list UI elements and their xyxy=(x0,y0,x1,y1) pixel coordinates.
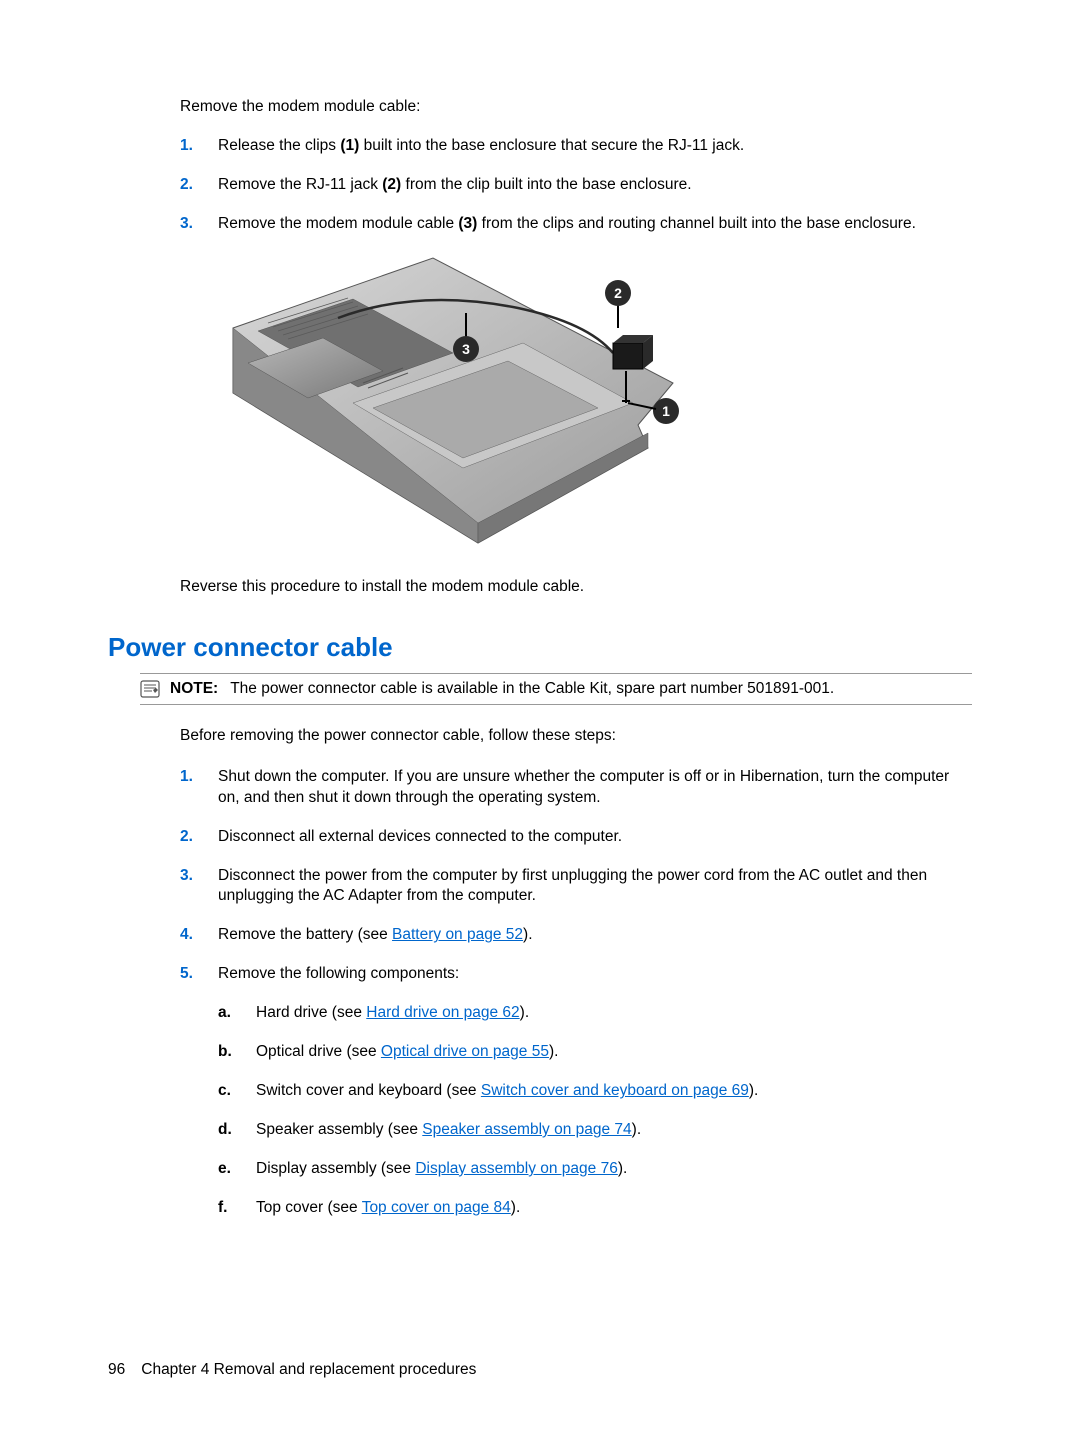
sub-post: ). xyxy=(520,1004,529,1021)
sublist-item: c. Switch cover and keyboard (see Switch… xyxy=(218,1081,972,1102)
sublist-item: f. Top cover (see Top cover on page 84). xyxy=(218,1198,972,1219)
step-text: Disconnect the power from the computer b… xyxy=(218,866,972,908)
list-item: 2. Disconnect all external devices conne… xyxy=(180,827,972,848)
list-item: 1. Shut down the computer. If you are un… xyxy=(180,767,972,809)
text-pre: Remove the RJ-11 jack xyxy=(218,176,382,193)
power-connector-heading: Power connector cable xyxy=(108,632,972,663)
modem-cable-steps: 1. Release the clips (1) built into the … xyxy=(180,136,972,235)
section1-reverse: Reverse this procedure to install the mo… xyxy=(180,578,972,596)
note-label: NOTE: xyxy=(170,680,218,698)
svg-text:1: 1 xyxy=(662,403,670,419)
text-pre: Release the clips xyxy=(218,137,340,154)
text-bold: (1) xyxy=(340,137,359,154)
step-marker: 2. xyxy=(180,827,218,848)
sub-pre: Display assembly (see xyxy=(256,1160,415,1177)
step5-text: Remove the following components: xyxy=(218,965,459,982)
sub-marker: a. xyxy=(218,1003,256,1024)
components-sublist: a. Hard drive (see Hard drive on page 62… xyxy=(218,1003,972,1219)
svg-text:2: 2 xyxy=(614,285,622,301)
text-bold: (2) xyxy=(382,176,401,193)
link-display-assembly[interactable]: Display assembly on page 76 xyxy=(415,1160,617,1177)
list-item: 4. Remove the battery (see Battery on pa… xyxy=(180,925,972,946)
sub-marker: c. xyxy=(218,1081,256,1102)
sub-text: Display assembly (see Display assembly o… xyxy=(256,1159,627,1180)
step-marker: 4. xyxy=(180,925,218,946)
sub-post: ). xyxy=(618,1160,627,1177)
laptop-base-illustration: 1 2 3 xyxy=(218,253,683,549)
step-text: Remove the following components: a. Hard… xyxy=(218,964,972,1236)
text-post: from the clip built into the base enclos… xyxy=(401,176,691,193)
step-text: Disconnect all external devices connecte… xyxy=(218,827,972,848)
sub-post: ). xyxy=(632,1121,641,1138)
sub-post: ). xyxy=(511,1199,520,1216)
page-container: Remove the modem module cable: 1. Releas… xyxy=(0,0,1080,1305)
sub-pre: Switch cover and keyboard (see xyxy=(256,1082,481,1099)
note-icon xyxy=(140,680,160,698)
sublist-item: e. Display assembly (see Display assembl… xyxy=(218,1159,972,1180)
note-text: The power connector cable is available i… xyxy=(230,680,834,698)
sub-marker: b. xyxy=(218,1042,256,1063)
sub-text: Speaker assembly (see Speaker assembly o… xyxy=(256,1120,641,1141)
sub-text: Optical drive (see Optical drive on page… xyxy=(256,1042,558,1063)
list-item: 2. Remove the RJ-11 jack (2) from the cl… xyxy=(180,175,972,196)
list-item: 3. Disconnect the power from the compute… xyxy=(180,866,972,908)
sub-marker: f. xyxy=(218,1198,256,1219)
link-battery[interactable]: Battery on page 52 xyxy=(392,926,523,943)
step-marker: 1. xyxy=(180,136,218,157)
list-item: 5. Remove the following components: a. H… xyxy=(180,964,972,1236)
text-bold: (3) xyxy=(458,215,477,232)
sub-post: ). xyxy=(749,1082,758,1099)
step-text: Remove the modem module cable (3) from t… xyxy=(218,214,972,235)
sub-text: Switch cover and keyboard (see Switch co… xyxy=(256,1081,758,1102)
section1-intro: Remove the modem module cable: xyxy=(180,98,972,116)
step-marker: 2. xyxy=(180,175,218,196)
sub-pre: Top cover (see xyxy=(256,1199,362,1216)
page-number: 96 xyxy=(108,1361,125,1378)
chapter-label: Chapter 4 Removal and replacement proced… xyxy=(141,1361,476,1378)
list-item: 1. Release the clips (1) built into the … xyxy=(180,136,972,157)
sub-text: Top cover (see Top cover on page 84). xyxy=(256,1198,520,1219)
link-hard-drive[interactable]: Hard drive on page 62 xyxy=(366,1004,519,1021)
step-marker: 3. xyxy=(180,214,218,235)
sub-marker: e. xyxy=(218,1159,256,1180)
sub-pre: Hard drive (see xyxy=(256,1004,366,1021)
step-text: Release the clips (1) built into the bas… xyxy=(218,136,972,157)
step-text: Remove the battery (see Battery on page … xyxy=(218,925,972,946)
list-item: 3. Remove the modem module cable (3) fro… xyxy=(180,214,972,235)
link-speaker-assembly[interactable]: Speaker assembly on page 74 xyxy=(422,1121,631,1138)
sub-pre: Optical drive (see xyxy=(256,1043,381,1060)
text-post: from the clips and routing channel built… xyxy=(477,215,916,232)
step-marker: 3. xyxy=(180,866,218,908)
step-marker: 5. xyxy=(180,964,218,1236)
section2-content: Before removing the power connector cabl… xyxy=(180,727,972,1237)
figure-modem-cable: 1 2 3 xyxy=(218,253,972,554)
note-box: NOTE: The power connector cable is avail… xyxy=(140,673,972,705)
sub-text: Hard drive (see Hard drive on page 62). xyxy=(256,1003,529,1024)
svg-text:3: 3 xyxy=(462,341,470,357)
sublist-item: a. Hard drive (see Hard drive on page 62… xyxy=(218,1003,972,1024)
sub-post: ). xyxy=(549,1043,558,1060)
sublist-item: b. Optical drive (see Optical drive on p… xyxy=(218,1042,972,1063)
step-text: Remove the RJ-11 jack (2) from the clip … xyxy=(218,175,972,196)
page-footer: 96 Chapter 4 Removal and replacement proc… xyxy=(108,1361,476,1379)
step-marker: 1. xyxy=(180,767,218,809)
sub-marker: d. xyxy=(218,1120,256,1141)
sublist-item: d. Speaker assembly (see Speaker assembl… xyxy=(218,1120,972,1141)
text-pre: Remove the modem module cable xyxy=(218,215,458,232)
content-area: Remove the modem module cable: 1. Releas… xyxy=(180,98,972,596)
power-cable-steps: 1. Shut down the computer. If you are un… xyxy=(180,767,972,1237)
step-text: Shut down the computer. If you are unsur… xyxy=(218,767,972,809)
link-optical-drive[interactable]: Optical drive on page 55 xyxy=(381,1043,549,1060)
sub-pre: Speaker assembly (see xyxy=(256,1121,422,1138)
text-pre: Remove the battery (see xyxy=(218,926,392,943)
text-post: built into the base enclosure that secur… xyxy=(359,137,744,154)
link-switch-cover[interactable]: Switch cover and keyboard on page 69 xyxy=(481,1082,749,1099)
text-post: ). xyxy=(523,926,532,943)
link-top-cover[interactable]: Top cover on page 84 xyxy=(362,1199,511,1216)
pre-steps-text: Before removing the power connector cabl… xyxy=(180,727,972,745)
